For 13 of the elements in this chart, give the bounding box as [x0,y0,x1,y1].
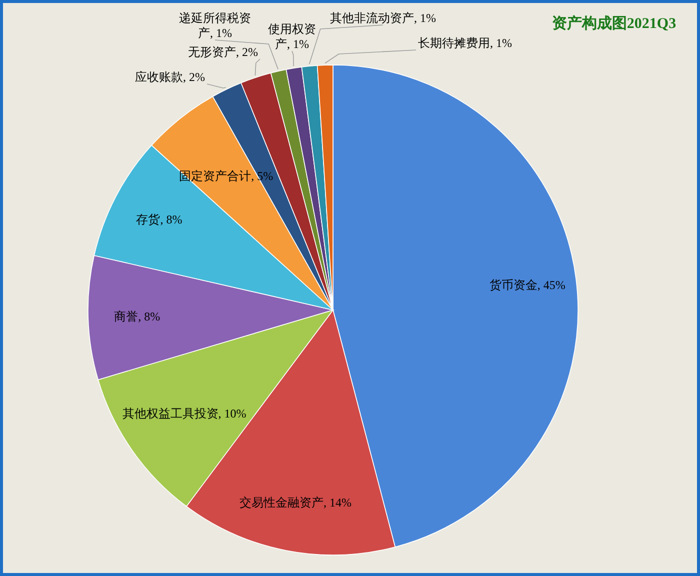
text: 资产构成图2021Q3 [552,15,676,32]
slice-label: 无形资产, 2% [188,45,258,59]
slice-label: 存货, 8% [136,212,182,226]
slice-label: 固定资产合计, 5% [179,168,274,183]
slice-label: 商誉, 8% [114,309,160,324]
slice-label: 其他权益工具投资, 10% [122,406,246,421]
slice-label: 长期待摊费用, 1% [418,36,512,50]
slice-label: 交易性金融资产, 14% [240,495,352,510]
slice-label: 货币资金, 45% [489,278,566,292]
slice-label: 递延所得税资产, 1% [179,11,251,40]
slice-label: 应收账款, 2% [135,70,205,84]
slice-label: 使用权资产, 1% [268,22,316,51]
slice-label: 其他非流动资产, 1% [330,11,436,25]
